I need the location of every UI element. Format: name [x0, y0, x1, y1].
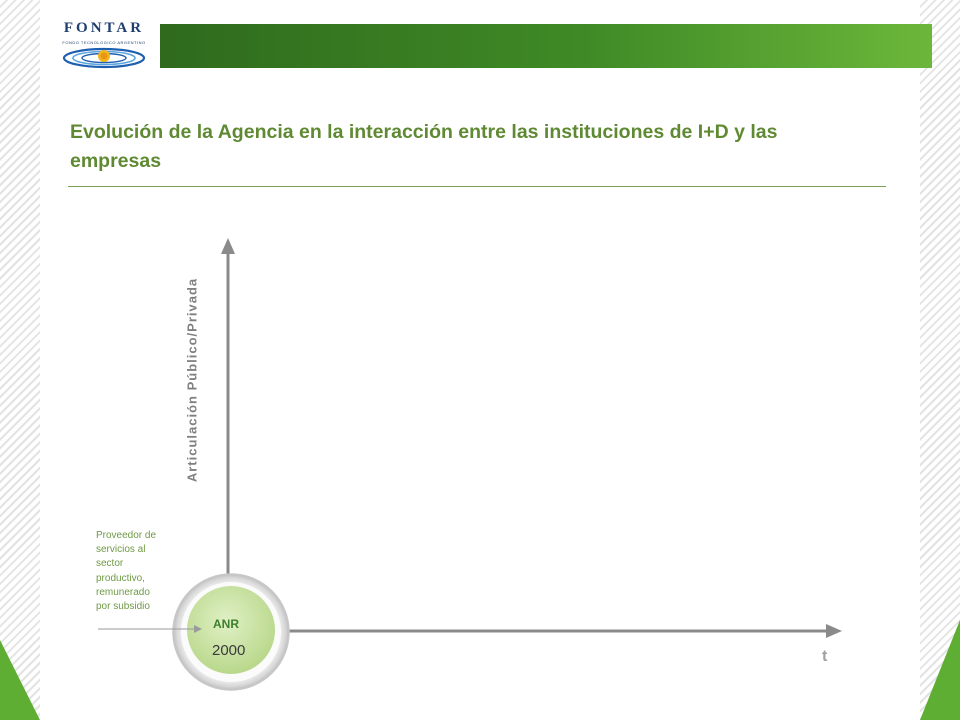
slide-title: Evolución de la Agencia en la interacció… — [70, 121, 778, 172]
header-bar — [160, 24, 932, 68]
y-axis-arrowhead-icon — [221, 238, 235, 254]
logo-wordmark: FONTAR — [63, 20, 145, 36]
right-striped-border — [920, 0, 960, 720]
note-connector-arrow — [98, 625, 202, 633]
stage-circle — [172, 573, 290, 691]
x-axis — [228, 624, 842, 638]
y-axis-label: Articulación Público/Privada — [184, 277, 200, 483]
left-corner-accent — [0, 640, 40, 720]
stage-note: Proveedor de servicios al sector product… — [96, 530, 157, 613]
y-axis — [221, 238, 235, 628]
stage-label: ANR — [213, 617, 239, 631]
left-striped-border — [0, 0, 40, 720]
right-corner-accent — [920, 620, 960, 720]
fontar-logo: FONTAR FONDO TECNOLOGICO ARGENTINO — [58, 18, 150, 70]
sun-emblem-icon — [62, 47, 146, 69]
x-axis-label: t — [822, 648, 828, 665]
x-axis-arrowhead-icon — [826, 624, 842, 638]
title-divider — [68, 186, 886, 187]
logo-subtitle: FONDO TECNOLOGICO ARGENTINO — [62, 40, 146, 45]
stage-year: 2000 — [212, 642, 246, 659]
